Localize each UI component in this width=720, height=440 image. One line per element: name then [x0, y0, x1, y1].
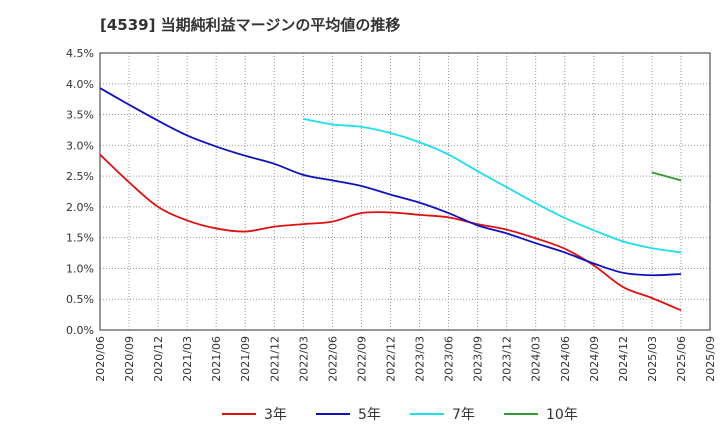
y-axis-ticks: 0.0% 0.5% 1.0% 1.5% 2.0% 2.5% 3.0% 3.5% 4.0% 4.5%	[66, 47, 94, 337]
x-tick-label: 2022/09	[355, 336, 368, 382]
chart-title: [4539] 当期純利益マージンの平均値の推移	[100, 16, 400, 34]
x-tick-label: 2025/03	[646, 336, 659, 382]
x-tick-label: 2023/06	[443, 336, 456, 382]
y-tick-label: 3.0%	[66, 139, 94, 152]
x-tick-label: 2020/06	[94, 336, 107, 382]
series-line-1	[99, 153, 682, 312]
y-tick-label: 4.5%	[66, 47, 94, 60]
series-line-4	[651, 171, 682, 182]
y-tick-label: 2.5%	[66, 170, 94, 183]
x-tick-label: 2022/06	[326, 336, 339, 382]
x-tick-label: 2022/03	[297, 336, 310, 382]
legend-label: 3年	[264, 407, 287, 423]
legend-label: 10年	[546, 407, 578, 423]
plot-frame	[99, 52, 711, 331]
y-tick-label: 0.0%	[66, 324, 94, 337]
y-tick-label: 1.5%	[66, 232, 94, 245]
series-line-3	[303, 117, 682, 254]
x-tick-label: 2022/12	[384, 336, 397, 382]
x-tick-label: 2020/09	[123, 336, 136, 382]
x-tick-label: 2024/09	[588, 336, 601, 382]
x-tick-label: 2020/12	[152, 336, 165, 382]
x-tick-label: 2023/09	[472, 336, 485, 382]
y-tick-label: 4.0%	[66, 78, 94, 91]
x-tick-label: 2024/03	[530, 336, 543, 382]
x-tick-label: 2025/09	[704, 336, 717, 382]
y-tick-label: 1.0%	[66, 262, 94, 275]
x-tick-label: 2024/12	[617, 336, 630, 382]
x-tick-label: 2023/12	[501, 336, 514, 382]
series-line-2	[99, 87, 681, 277]
x-tick-label: 2021/09	[239, 336, 252, 382]
legend-label: 7年	[452, 407, 475, 423]
y-tick-label: 3.5%	[66, 109, 94, 122]
x-tick-label: 2025/06	[675, 336, 688, 382]
y-tick-label: 2.0%	[66, 201, 94, 214]
legend: 3年 5年 7年 10年	[222, 407, 578, 423]
x-tick-label: 2021/03	[181, 336, 194, 382]
legend-label: 5年	[358, 407, 381, 423]
series-lines	[99, 87, 682, 312]
x-tick-label: 2021/06	[210, 336, 223, 382]
x-tick-label: 2023/03	[414, 336, 427, 382]
x-tick-label: 2021/12	[268, 336, 281, 382]
x-tick-label: 2024/06	[559, 336, 572, 382]
grid	[99, 52, 711, 331]
x-axis-ticks: 2020/06 2020/09 2020/12 2021/03 2021/06 2021/…	[94, 336, 717, 382]
y-tick-label: 0.5%	[66, 293, 94, 306]
